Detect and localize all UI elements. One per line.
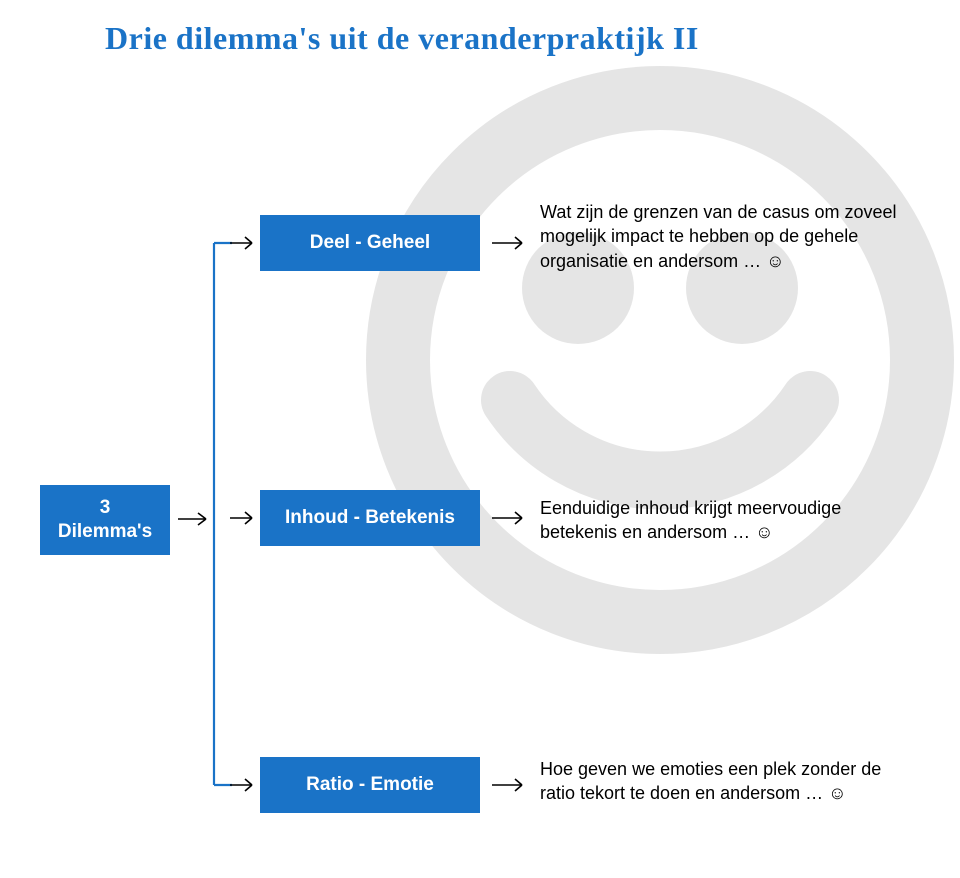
root-box: 3 Dilemma's xyxy=(40,485,170,555)
desc-1: Wat zijn de grenzen van de casus om zove… xyxy=(540,200,910,273)
desc-3-text: Hoe geven we emoties een plek zonder de … xyxy=(540,759,881,803)
mid-box-2: Inhoud - Betekenis xyxy=(260,490,480,546)
desc-1-text: Wat zijn de grenzen van de casus om zove… xyxy=(540,202,897,271)
arrow-into-box-3 xyxy=(228,776,258,794)
page-title: Drie dilemma's uit de veranderpraktijk I… xyxy=(105,20,699,57)
desc-3: Hoe geven we emoties een plek zonder de … xyxy=(540,757,900,806)
arrow-into-box-2 xyxy=(228,509,258,527)
arrow-box3-to-desc xyxy=(490,776,530,794)
arrow-root-to-mid xyxy=(176,510,212,528)
arrow-box2-to-desc xyxy=(490,509,530,527)
mid-box-2-label: Inhoud - Betekenis xyxy=(285,506,455,530)
mid-box-1-label: Deel - Geheel xyxy=(310,231,430,255)
root-label-line1: 3 xyxy=(58,496,152,520)
desc-2: Eenduidige inhoud krijgt meervoudige bet… xyxy=(540,496,920,545)
arrow-box1-to-desc xyxy=(490,234,530,252)
mid-box-3-label: Ratio - Emotie xyxy=(306,773,434,797)
desc-2-text: Eenduidige inhoud krijgt meervoudige bet… xyxy=(540,498,841,542)
arrow-into-box-1 xyxy=(228,234,258,252)
mid-box-1: Deel - Geheel xyxy=(260,215,480,271)
root-label-line2: Dilemma's xyxy=(58,520,152,544)
mid-box-3: Ratio - Emotie xyxy=(260,757,480,813)
connector-lines xyxy=(0,0,960,878)
